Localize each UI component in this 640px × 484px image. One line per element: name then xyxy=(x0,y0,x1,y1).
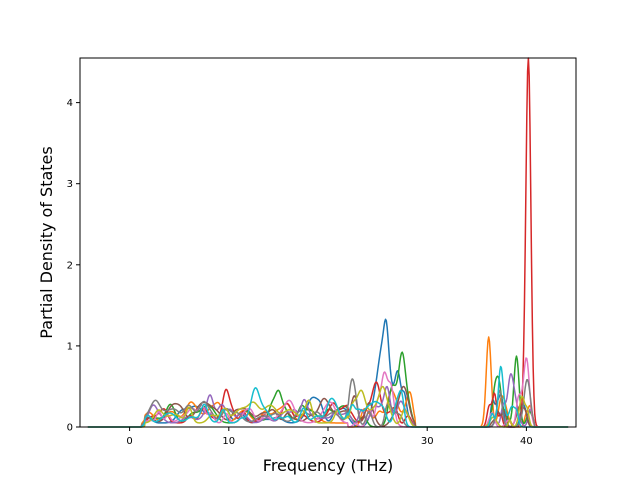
y-tick-label: 0 xyxy=(67,423,73,434)
y-tick-label: 2 xyxy=(67,260,73,271)
x-tick-label: 10 xyxy=(222,436,235,447)
x-tick-label: 40 xyxy=(520,436,533,447)
x-axis: 0 10 20 30 40 xyxy=(126,427,533,447)
x-tick-label: 20 xyxy=(322,436,335,447)
plot-background xyxy=(80,58,576,427)
y-tick-label: 3 xyxy=(67,179,73,190)
y-axis: 0 1 2 3 4 xyxy=(67,98,80,434)
y-tick-label: 1 xyxy=(67,341,73,352)
x-axis-label: Frequency (THz) xyxy=(263,456,393,475)
y-tick-label: 4 xyxy=(67,98,73,109)
pdos-series-line xyxy=(87,385,569,428)
series-layer xyxy=(87,57,569,428)
y-axis-label: Partial Density of States xyxy=(37,146,56,338)
pdos-series-line xyxy=(87,365,569,428)
x-tick-label: 30 xyxy=(421,436,434,447)
x-tick-label: 0 xyxy=(126,436,132,447)
